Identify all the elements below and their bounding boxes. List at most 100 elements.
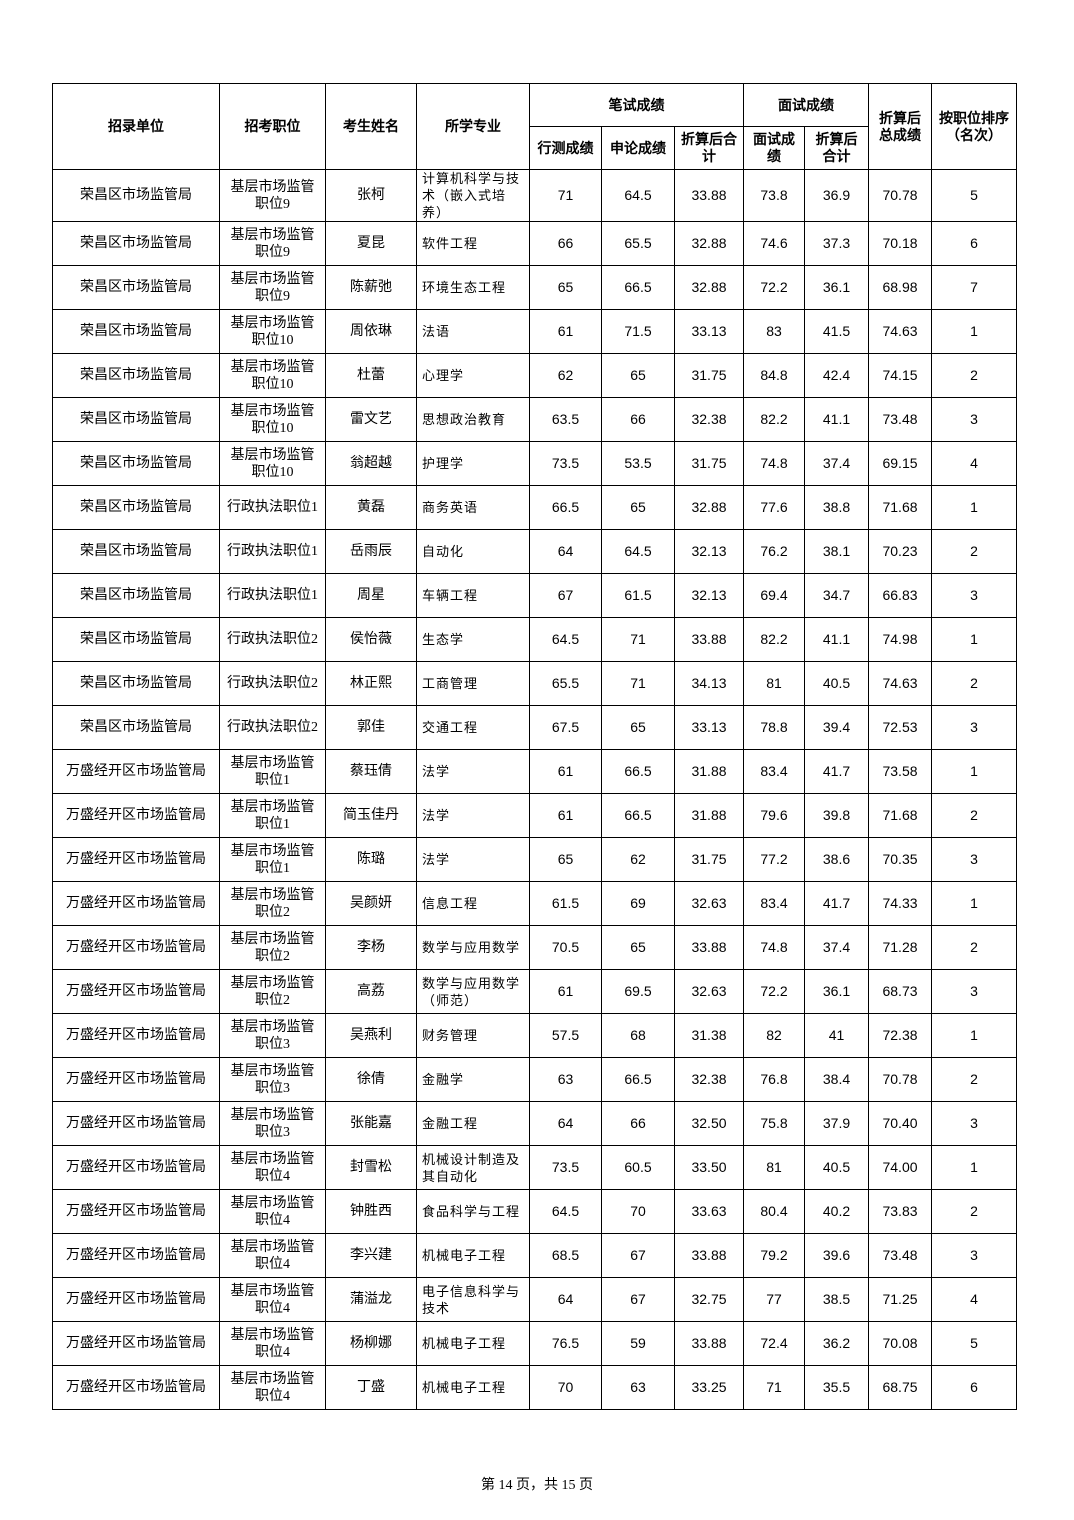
score-cell: 76.8 <box>743 1057 806 1102</box>
score-cell: 36.9 <box>804 169 870 222</box>
score-cell: 70.78 <box>868 1057 933 1102</box>
major-cell: 法语 <box>416 309 530 354</box>
score-cell: 79.2 <box>743 1233 806 1278</box>
major-cell: 交通工程 <box>416 705 530 750</box>
score-cell: 41 <box>804 1013 870 1058</box>
score-cell: 41.1 <box>804 617 870 662</box>
score-cell: 73.5 <box>529 441 602 486</box>
score-cell: 74.63 <box>868 661 933 706</box>
sub-header: 折算后合计 <box>804 126 870 170</box>
score-cell: 39.8 <box>804 793 870 838</box>
score-cell: 65 <box>529 265 602 310</box>
score-cell: 75.8 <box>743 1101 806 1146</box>
score-cell: 65 <box>601 353 675 398</box>
score-cell: 64.5 <box>601 169 675 222</box>
name-cell: 高荔 <box>325 969 417 1014</box>
score-cell: 32.63 <box>673 881 745 926</box>
score-cell: 41.7 <box>804 749 870 794</box>
sub-header: 申论成绩 <box>601 126 675 170</box>
score-cell: 32.88 <box>673 221 745 266</box>
score-cell: 38.4 <box>804 1057 870 1102</box>
score-cell: 40.5 <box>804 661 870 706</box>
score-cell: 40.5 <box>804 1145 870 1190</box>
score-cell: 3 <box>931 573 1018 618</box>
major-cell: 车辆工程 <box>416 573 530 618</box>
unit-cell: 万盛经开区市场监管局 <box>52 1013 220 1058</box>
major-cell: 机械设计制造及其自动化 <box>416 1145 530 1190</box>
score-cell: 42.4 <box>804 353 870 398</box>
column-header: 按职位排序（名次） <box>931 83 1018 170</box>
unit-cell: 万盛经开区市场监管局 <box>52 837 220 882</box>
name-cell: 李兴建 <box>325 1233 417 1278</box>
table-row: 荣昌区市场监管局 基层市场监管职位9 张柯 计算机科学与技术（嵌入式培养） 71 64.5… <box>52 169 1018 222</box>
score-cell: 2 <box>931 925 1018 970</box>
position-cell: 基层市场监管职位2 <box>219 925 326 970</box>
score-cell: 69 <box>601 881 675 926</box>
score-cell: 59 <box>601 1321 675 1366</box>
position-cell: 基层市场监管职位9 <box>219 169 326 222</box>
table-row: 万盛经开区市场监管局 基层市场监管职位2 李杨 数学与应用数学 70.5 65 33.88 7… <box>52 925 1018 970</box>
score-cell: 33.88 <box>673 925 745 970</box>
page-footer: 第 14 页，共 15 页 <box>481 1478 593 1493</box>
score-cell: 77.2 <box>743 837 806 882</box>
score-cell: 70.23 <box>868 529 933 574</box>
score-cell: 1 <box>931 1013 1018 1058</box>
name-cell: 张柯 <box>325 169 417 222</box>
score-cell: 38.5 <box>804 1277 870 1322</box>
name-cell: 张能嘉 <box>325 1101 417 1146</box>
score-cell: 70 <box>529 1365 602 1410</box>
score-cell: 67 <box>529 573 602 618</box>
position-cell: 基层市场监管职位10 <box>219 353 326 398</box>
major-cell: 计算机科学与技术（嵌入式培养） <box>416 169 530 222</box>
score-cell: 2 <box>931 353 1018 398</box>
table-row: 荣昌区市场监管局 行政执法职位1 岳雨辰 自动化 64 64.5 32.13 76.2 38.1… <box>52 529 1018 574</box>
score-cell: 69.5 <box>601 969 675 1014</box>
score-cell: 61 <box>529 969 602 1014</box>
unit-cell: 荣昌区市场监管局 <box>52 529 220 574</box>
unit-cell: 荣昌区市场监管局 <box>52 573 220 618</box>
score-cell: 74.33 <box>868 881 933 926</box>
score-cell: 71.28 <box>868 925 933 970</box>
major-cell: 财务管理 <box>416 1013 530 1058</box>
score-cell: 68 <box>601 1013 675 1058</box>
name-cell: 翁超越 <box>325 441 417 486</box>
score-cell: 67.5 <box>529 705 602 750</box>
score-cell: 83.4 <box>743 881 806 926</box>
position-cell: 基层市场监管职位4 <box>219 1365 326 1410</box>
score-cell: 69.15 <box>868 441 933 486</box>
score-cell: 64.5 <box>529 1189 602 1234</box>
table-row: 荣昌区市场监管局 基层市场监管职位10 翁超越 护理学 73.5 53.5 31.75 74.… <box>52 441 1018 486</box>
score-cell: 74.15 <box>868 353 933 398</box>
score-cell: 65.5 <box>529 661 602 706</box>
score-cell: 38.1 <box>804 529 870 574</box>
score-cell: 81 <box>743 1145 806 1190</box>
name-cell: 夏昆 <box>325 221 417 266</box>
unit-cell: 万盛经开区市场监管局 <box>52 1365 220 1410</box>
position-cell: 基层市场监管职位1 <box>219 837 326 882</box>
column-header: 考生姓名 <box>325 83 417 170</box>
unit-cell: 万盛经开区市场监管局 <box>52 969 220 1014</box>
score-cell: 33.88 <box>673 169 745 222</box>
score-cell: 33.50 <box>673 1145 745 1190</box>
score-cell: 32.88 <box>673 485 745 530</box>
major-cell: 工商管理 <box>416 661 530 706</box>
score-cell: 64 <box>529 1277 602 1322</box>
score-cell: 74.6 <box>743 221 806 266</box>
table-row: 荣昌区市场监管局 基层市场监管职位10 雷文艺 思想政治教育 63.5 66 32.38 82… <box>52 397 1018 442</box>
score-cell: 71 <box>601 617 675 662</box>
score-cell: 66.5 <box>529 485 602 530</box>
score-cell: 71.25 <box>868 1277 933 1322</box>
table-row: 万盛经开区市场监管局 基层市场监管职位4 钟胜西 食品科学与工程 64.5 70 33.63… <box>52 1189 1018 1234</box>
score-cell: 61 <box>529 793 602 838</box>
table-row: 荣昌区市场监管局 行政执法职位1 黄磊 商务英语 66.5 65 32.88 77.6 38.8… <box>52 485 1018 530</box>
table-body: 荣昌区市场监管局 基层市场监管职位9 张柯 计算机科学与技术（嵌入式培养） 71 64.5… <box>52 169 1018 1410</box>
unit-cell: 荣昌区市场监管局 <box>52 441 220 486</box>
position-cell: 基层市场监管职位4 <box>219 1189 326 1234</box>
unit-cell: 万盛经开区市场监管局 <box>52 1189 220 1234</box>
score-cell: 73.83 <box>868 1189 933 1234</box>
major-cell: 信息工程 <box>416 881 530 926</box>
table-row: 万盛经开区市场监管局 基层市场监管职位4 封雪松 机械设计制造及其自动化 73.5 60.… <box>52 1145 1018 1190</box>
position-cell: 基层市场监管职位3 <box>219 1101 326 1146</box>
score-cell: 40.2 <box>804 1189 870 1234</box>
name-cell: 陈璐 <box>325 837 417 882</box>
